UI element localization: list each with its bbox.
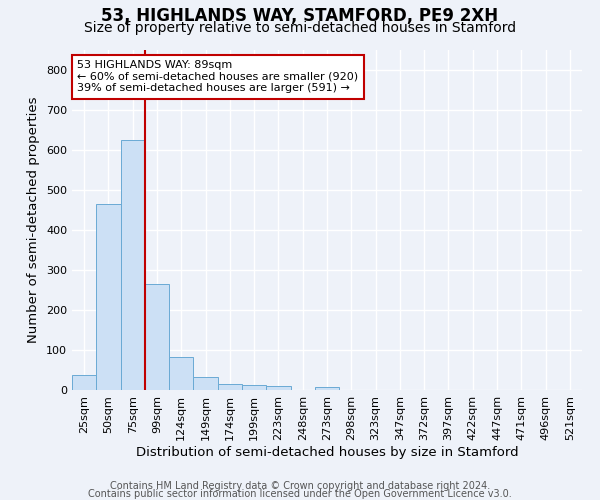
- Bar: [169, 357, 193, 390]
- Bar: [96, 204, 121, 390]
- Bar: [242, 385, 266, 390]
- Bar: [121, 140, 145, 390]
- Text: 53 HIGHLANDS WAY: 89sqm
← 60% of semi-detached houses are smaller (920)
39% of s: 53 HIGHLANDS WAY: 89sqm ← 60% of semi-de…: [77, 60, 358, 94]
- X-axis label: Distribution of semi-detached houses by size in Stamford: Distribution of semi-detached houses by …: [136, 446, 518, 458]
- Text: 53, HIGHLANDS WAY, STAMFORD, PE9 2XH: 53, HIGHLANDS WAY, STAMFORD, PE9 2XH: [101, 8, 499, 26]
- Text: Contains HM Land Registry data © Crown copyright and database right 2024.: Contains HM Land Registry data © Crown c…: [110, 481, 490, 491]
- Bar: [315, 387, 339, 390]
- Y-axis label: Number of semi-detached properties: Number of semi-detached properties: [28, 97, 40, 343]
- Bar: [266, 386, 290, 390]
- Bar: [72, 375, 96, 390]
- Bar: [145, 284, 169, 390]
- Bar: [218, 384, 242, 390]
- Text: Size of property relative to semi-detached houses in Stamford: Size of property relative to semi-detach…: [84, 21, 516, 35]
- Bar: [193, 377, 218, 390]
- Text: Contains public sector information licensed under the Open Government Licence v3: Contains public sector information licen…: [88, 489, 512, 499]
